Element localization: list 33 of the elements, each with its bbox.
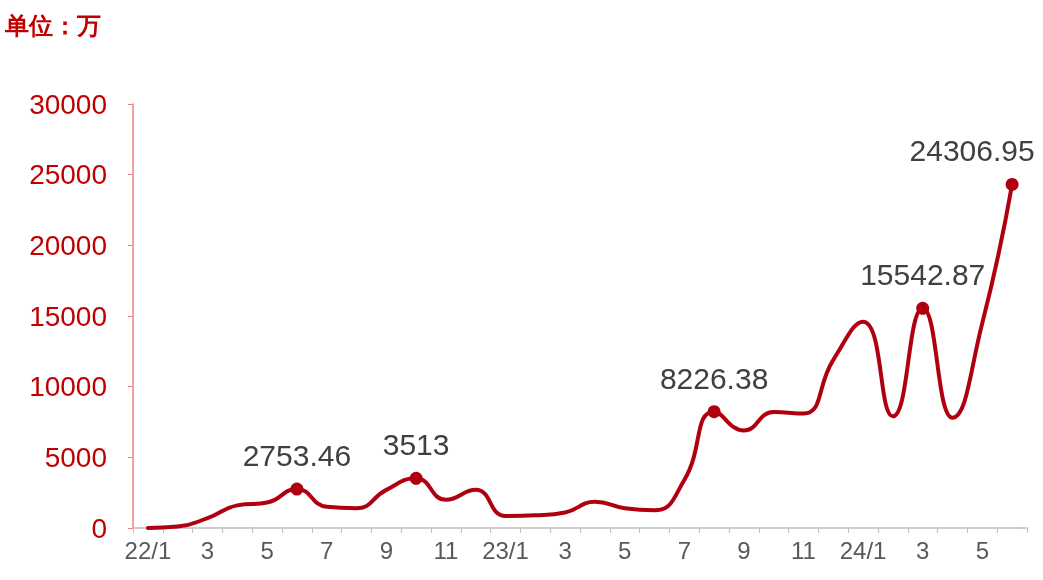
y-tick-label: 30000 [29,88,107,120]
y-tick-label: 20000 [29,229,107,261]
x-tick-label: 3 [916,536,930,564]
x-tick-label: 7 [677,536,691,564]
y-tick-label: 15000 [29,300,107,332]
data-label: 15542.87 [860,258,986,292]
x-tick-label: 22/1 [124,536,172,564]
x-tick-label: 11 [791,536,816,564]
point [1005,177,1019,191]
data-label: 2753.46 [242,439,352,473]
x-tick-label: 7 [320,536,334,564]
y-tick-label: 10000 [29,371,107,403]
x-tick-label: 23/1 [482,536,529,564]
x-tick-label: 3 [200,536,215,564]
data-label: 8226.38 [659,361,769,395]
point [409,471,423,485]
x-tick-label: 9 [379,536,393,564]
x-tick-label: 5 [618,536,632,564]
point [290,482,304,496]
point [707,405,721,419]
y-tick-label: 0 [91,512,107,544]
y-axis-title: 单位：万 [4,11,101,39]
x-tick-label: 5 [260,536,274,564]
data-label: 24306.95 [909,134,1035,168]
data-label: 3513 [382,428,450,462]
y-tick-label: 5000 [44,441,107,473]
x-tick-label: 11 [433,536,459,564]
x-tick-label: 5 [975,536,989,564]
x-tick-label: 9 [737,536,751,564]
x-tick-label: 3 [558,536,572,564]
point [916,301,930,315]
y-tick-label: 25000 [29,159,107,191]
x-tick-label: 24/1 [839,536,887,564]
